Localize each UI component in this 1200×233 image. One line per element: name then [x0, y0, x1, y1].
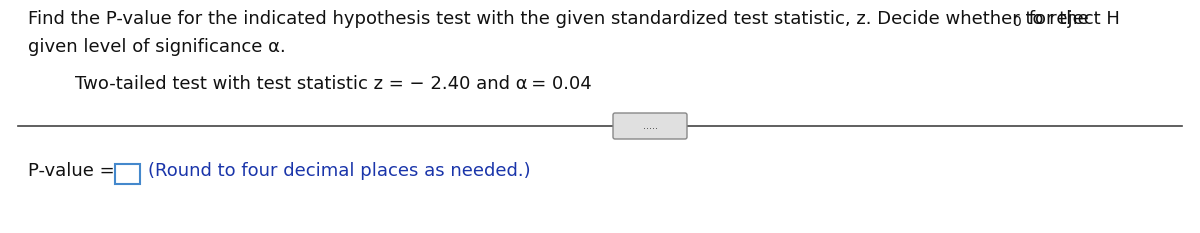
Text: 0: 0: [1012, 15, 1021, 29]
Text: (Round to four decimal places as needed.): (Round to four decimal places as needed.…: [148, 162, 530, 180]
Text: for the: for the: [1022, 10, 1088, 28]
FancyBboxPatch shape: [115, 164, 140, 184]
Text: .....: .....: [642, 121, 658, 131]
Text: given level of significance α.: given level of significance α.: [28, 38, 286, 56]
FancyBboxPatch shape: [613, 113, 686, 139]
Text: Two-tailed test with test statistic z = − 2.40 and α = 0.04: Two-tailed test with test statistic z = …: [74, 75, 592, 93]
Text: Find the P-value for the indicated hypothesis test with the given standardized t: Find the P-value for the indicated hypot…: [28, 10, 1120, 28]
Text: P-value =: P-value =: [28, 162, 120, 180]
